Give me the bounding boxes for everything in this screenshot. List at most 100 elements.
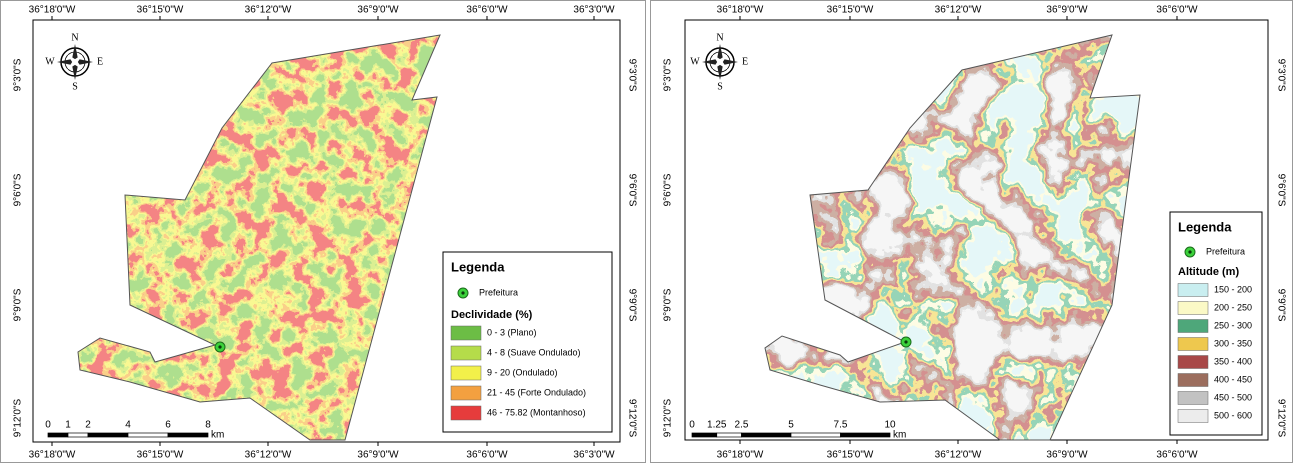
legend-label: 350 - 400 bbox=[1214, 356, 1252, 366]
legend-label: Prefeitura bbox=[479, 287, 518, 297]
longitude-label: 36°6'0"W bbox=[1156, 450, 1198, 461]
latitude-label: 9°9'0"S bbox=[626, 289, 637, 322]
scale-segment bbox=[692, 433, 717, 437]
scale-segment bbox=[742, 433, 792, 437]
legend-swatch bbox=[451, 366, 481, 380]
legend-swatch bbox=[1178, 284, 1208, 297]
scale-segment bbox=[88, 433, 128, 437]
longitude-label: 36°15'0"W bbox=[827, 450, 874, 461]
longitude-label: 36°18'0"W bbox=[717, 450, 764, 461]
longitude-label: 36°9'0"W bbox=[357, 450, 399, 461]
prefeitura-marker-center bbox=[218, 345, 221, 348]
legend-label: 150 - 200 bbox=[1214, 284, 1252, 294]
legend-swatch bbox=[451, 326, 481, 340]
longitude-label: 36°9'0"W bbox=[1046, 5, 1088, 16]
legend-swatch bbox=[1178, 338, 1208, 351]
legend-swatch bbox=[1178, 356, 1208, 369]
longitude-label: 36°12'0"W bbox=[245, 5, 292, 16]
legend-swatch bbox=[451, 346, 481, 360]
prefeitura-marker-center bbox=[461, 291, 464, 294]
legend-label: 250 - 300 bbox=[1214, 320, 1252, 330]
latitude-label: 9°9'0"S bbox=[663, 288, 674, 321]
compass-letter: S bbox=[717, 81, 723, 92]
legend-label: 21 - 45 (Forte Ondulado) bbox=[487, 387, 586, 397]
legend-swatch bbox=[1178, 410, 1208, 423]
longitude-label: 36°6'0"W bbox=[1156, 5, 1198, 16]
latitude-label: 9°9'0"S bbox=[13, 288, 24, 321]
latitude-label: 9°9'0"S bbox=[1275, 289, 1286, 322]
longitude-label: 36°3'0"W bbox=[573, 450, 615, 461]
longitude-label: 36°6'0"W bbox=[466, 5, 508, 16]
compass-letter: E bbox=[742, 56, 748, 67]
scale-unit: km bbox=[211, 430, 224, 441]
compass-letter: W bbox=[690, 56, 700, 67]
scale-label: 0 bbox=[689, 420, 695, 431]
scale-label: 7.5 bbox=[834, 420, 848, 431]
legend-label: 0 - 3 (Plano) bbox=[487, 327, 537, 337]
latitude-label: 9°12'0"S bbox=[626, 399, 637, 438]
scale-label: 1.25 bbox=[707, 420, 727, 431]
legend-label: 300 - 350 bbox=[1214, 338, 1252, 348]
longitude-label: 36°18'0"W bbox=[717, 5, 764, 16]
scale-label: 6 bbox=[165, 420, 171, 431]
longitude-label: 36°9'0"W bbox=[357, 5, 399, 16]
legend-swatch bbox=[1178, 302, 1208, 315]
scale-label: 1 bbox=[65, 420, 71, 431]
longitude-label: 36°12'0"W bbox=[935, 5, 982, 16]
compass-letter: N bbox=[71, 32, 78, 43]
latitude-label: 9°6'0"S bbox=[13, 173, 24, 206]
scale-segment bbox=[128, 433, 168, 437]
longitude-label: 36°15'0"W bbox=[827, 5, 874, 16]
longitude-label: 36°3'0"W bbox=[573, 5, 615, 16]
compass-letter: S bbox=[72, 81, 78, 92]
scale-label: 2 bbox=[85, 420, 91, 431]
scale-segment bbox=[48, 433, 68, 437]
scale-segment bbox=[841, 433, 891, 437]
scale-segment bbox=[168, 433, 208, 437]
legend-swatch bbox=[451, 386, 481, 400]
legend-box bbox=[443, 252, 612, 432]
legend-label: 4 - 8 (Suave Ondulado) bbox=[487, 347, 581, 357]
latitude-label: 9°3'0"S bbox=[626, 59, 637, 92]
latitude-label: 9°6'0"S bbox=[1275, 174, 1286, 207]
legend-swatch bbox=[1178, 320, 1208, 333]
legend-label: Prefeitura bbox=[1206, 246, 1245, 256]
map-figure: 36°18'0"W 36°18'0"W 36°15'0"W 36°15'0"W 36°1… bbox=[0, 0, 1293, 463]
legend-title: Legenda bbox=[451, 259, 505, 274]
longitude-label: 36°9'0"W bbox=[1046, 450, 1088, 461]
longitude-label: 36°12'0"W bbox=[935, 450, 982, 461]
compass-letter: W bbox=[45, 56, 55, 67]
legend-label: 9 - 20 (Ondulado) bbox=[487, 367, 558, 377]
scale-label: 0 bbox=[45, 420, 51, 431]
scale-unit: km bbox=[893, 430, 906, 441]
scale-label: 4 bbox=[125, 420, 131, 431]
scale-label: 5 bbox=[788, 420, 794, 431]
legend-swatch bbox=[1178, 392, 1208, 405]
latitude-label: 9°12'0"S bbox=[663, 398, 674, 437]
legend-label: 46 - 75.82 (Montanhoso) bbox=[487, 407, 586, 417]
latitude-label: 9°12'0"S bbox=[1275, 399, 1286, 438]
scale-segment bbox=[791, 433, 841, 437]
latitude-label: 9°6'0"S bbox=[626, 174, 637, 207]
prefeitura-marker-center bbox=[1188, 250, 1191, 253]
legend-section-title: Declividade (%) bbox=[451, 309, 533, 321]
scale-segment bbox=[717, 433, 742, 437]
legend-section-title: Altitude (m) bbox=[1178, 266, 1239, 278]
scale-label: 2.5 bbox=[735, 420, 749, 431]
scale-segment bbox=[68, 433, 88, 437]
compass-letter: N bbox=[716, 32, 723, 43]
longitude-label: 36°18'0"W bbox=[29, 450, 76, 461]
latitude-label: 9°3'0"S bbox=[1275, 59, 1286, 92]
legend-title: Legenda bbox=[1178, 219, 1232, 234]
legend-swatch bbox=[451, 406, 481, 420]
legend-label: 500 - 600 bbox=[1214, 410, 1252, 420]
longitude-label: 36°15'0"W bbox=[137, 5, 184, 16]
legend-label: 450 - 500 bbox=[1214, 392, 1252, 402]
latitude-label: 9°12'0"S bbox=[13, 398, 24, 437]
longitude-label: 36°18'0"W bbox=[29, 5, 76, 16]
legend-label: 400 - 450 bbox=[1214, 374, 1252, 384]
longitude-label: 36°12'0"W bbox=[245, 450, 292, 461]
latitude-label: 9°6'0"S bbox=[663, 173, 674, 206]
legend-swatch bbox=[1178, 374, 1208, 387]
latitude-label: 9°3'0"S bbox=[13, 58, 24, 91]
